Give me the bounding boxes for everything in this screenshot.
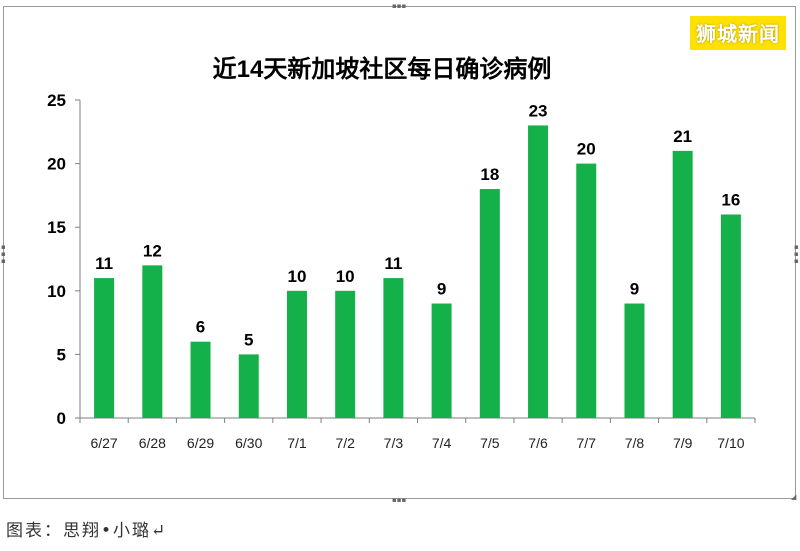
bar-value-label: 6 (196, 318, 205, 337)
bar-value-label: 9 (437, 280, 446, 299)
figure-caption: 图表：思翔•小璐↵ (6, 521, 168, 541)
bar (142, 265, 163, 418)
bar (720, 214, 741, 418)
bar-value-label: 10 (336, 267, 355, 286)
x-tick-label: 6/27 (90, 435, 117, 451)
bar (528, 125, 549, 418)
x-tick-label: 7/7 (577, 435, 597, 451)
bar (190, 341, 211, 418)
y-tick-label: 10 (47, 282, 66, 301)
bar-value-label: 9 (630, 280, 639, 299)
bar (479, 189, 500, 418)
bar (383, 278, 404, 418)
x-tick-label: 7/4 (432, 435, 452, 451)
x-tick-label: 7/10 (717, 435, 744, 451)
bar (624, 303, 645, 418)
bar (335, 290, 356, 418)
frame-handle-corner-br[interactable]: ◢ (791, 493, 797, 501)
x-tick-label: 7/3 (384, 435, 404, 451)
x-tick-label: 7/8 (625, 435, 645, 451)
x-tick-label: 6/29 (187, 435, 214, 451)
bar-value-label: 18 (480, 165, 499, 184)
x-tick-label: 7/5 (480, 435, 500, 451)
x-tick-label: 7/1 (287, 435, 307, 451)
x-tick-label: 7/2 (335, 435, 355, 451)
bar (286, 290, 307, 418)
bar-value-label: 23 (529, 101, 548, 120)
y-tick-label: 25 (47, 91, 66, 110)
bar-chart: 近14天新加坡社区每日确诊病例 0 5 10 15 20 25 11 6/27 12 6/28 6… (47, 55, 756, 451)
x-tick-label: 6/30 (235, 435, 262, 451)
bar-value-label: 21 (673, 127, 692, 146)
brand-logo: 狮城新闻 (690, 16, 786, 50)
y-tick-label: 20 (47, 155, 66, 174)
y-tick-label: 0 (57, 409, 66, 428)
bar-value-label: 20 (577, 140, 596, 159)
frame-handle-right[interactable]: ▪ ▪ ▪ (794, 243, 799, 265)
frame-handle-left[interactable]: ▪ ▪ ▪ (1, 243, 6, 265)
chart-title: 近14天新加坡社区每日确诊病例 (213, 55, 552, 83)
bar-value-label: 11 (95, 254, 113, 273)
bar-value-label: 10 (288, 267, 307, 286)
bar (576, 163, 597, 418)
bar-value-label: 5 (244, 330, 253, 349)
bar (672, 150, 693, 418)
x-tick-label: 7/6 (528, 435, 548, 451)
bar (238, 354, 259, 418)
x-tick-label: 6/28 (139, 435, 166, 451)
bar (94, 278, 115, 418)
y-tick-label: 15 (47, 218, 66, 237)
x-tick-label: 7/9 (673, 435, 693, 451)
bar (431, 303, 452, 418)
chart-frame: 近14天新加坡社区每日确诊病例 0 5 10 15 20 25 11 6/27 12 6/28 6… (3, 6, 796, 499)
y-tick-label: 5 (57, 345, 66, 364)
bar-value-label: 12 (143, 241, 162, 260)
frame-handle-top[interactable]: ▪▪▪ (392, 2, 407, 10)
bar-value-label: 16 (721, 190, 740, 209)
frame-handle-bottom[interactable]: ▪▪▪ (392, 496, 407, 504)
bar-value-label: 11 (384, 254, 402, 273)
